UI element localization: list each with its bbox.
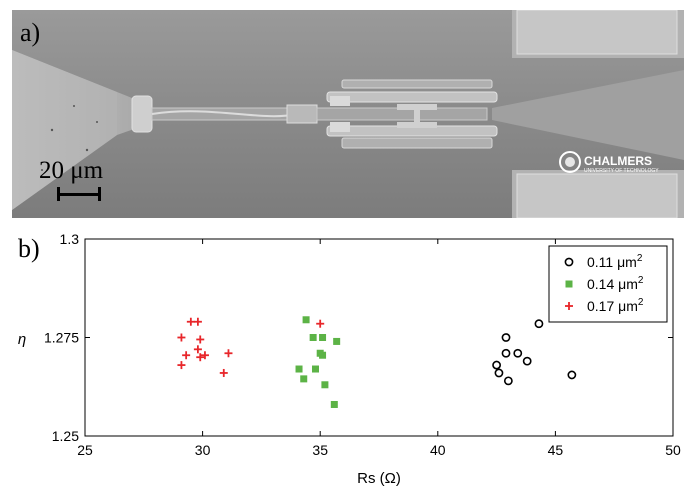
data-point-series-2: [319, 334, 327, 341]
legend-marker-3: [565, 302, 573, 310]
data-point-series-3: [316, 319, 325, 328]
data-point-series-2: [311, 365, 319, 373]
data-point-series-2: [319, 351, 327, 359]
y-tick-label: 1.3: [60, 231, 80, 247]
data-point-series-2: [302, 316, 310, 324]
x-tick-label: 45: [548, 442, 564, 458]
legend-label-3: 0.17 μm2: [587, 297, 644, 314]
data-point-series-1: [567, 370, 577, 380]
data-marks: [177, 316, 577, 408]
data-point-series-1: [534, 319, 544, 329]
logo-name: CHALMERS: [584, 154, 652, 168]
data-point-series-3: [200, 351, 209, 360]
data-point-series-1: [503, 376, 513, 386]
data-point-series-2: [321, 381, 329, 389]
data-point-series-1: [513, 348, 523, 358]
legend-box: [548, 245, 668, 323]
panel-b-label: b): [18, 234, 40, 263]
sem-micrograph: a) 20 μm CHALMERS UNIVERSITY OF TECHNOLO…: [12, 10, 684, 218]
y-tick-label: 1.275: [44, 330, 79, 346]
data-point-series-2: [330, 400, 338, 408]
x-tick-label: 50: [665, 442, 681, 458]
legend: 0.11 μm2 0.14 μm2 0.17 μm2: [548, 245, 668, 323]
legend-label-1: 0.11 μm2: [587, 253, 643, 270]
legend-marker-2: [565, 280, 573, 288]
data-point-series-1: [501, 333, 511, 342]
scale-bar: [57, 193, 101, 196]
legend-marker-1: [564, 257, 574, 267]
data-point-series-3: [177, 333, 186, 342]
logo-subtitle: UNIVERSITY OF TECHNOLOGY: [584, 168, 659, 174]
data-point-series-3: [224, 349, 233, 358]
x-tick-label: 35: [312, 442, 328, 458]
device-drawing: [12, 10, 684, 218]
data-point-series-2: [295, 365, 303, 373]
data-point-series-3: [177, 361, 186, 370]
y-axis-label: η: [18, 331, 26, 348]
data-point-series-3: [186, 317, 195, 326]
data-point-series-1: [492, 360, 501, 370]
y-tick-label: 1.25: [52, 428, 79, 444]
plot-area: [84, 238, 674, 437]
data-point-series-2: [300, 375, 308, 383]
data-point-series-2: [333, 337, 341, 345]
data-point-series-3: [196, 353, 205, 362]
data-point-series-3: [182, 351, 191, 360]
data-point-series-1: [494, 368, 504, 378]
data-point-series-1: [522, 356, 532, 366]
data-point-series-3: [193, 317, 202, 326]
data-point-series-3: [196, 335, 205, 344]
axis-ticks: 25 30 35 40 45 50 1.25 1.275 1.3: [44, 231, 681, 458]
x-tick-label: 25: [77, 442, 93, 458]
data-point-series-3: [219, 368, 228, 377]
x-axis-label: Rs (Ω): [357, 470, 401, 487]
legend-label-2: 0.14 μm2: [587, 275, 644, 292]
x-tick-label: 30: [195, 442, 211, 458]
chalmers-seal-icon: [559, 151, 581, 173]
data-point-series-2: [309, 334, 317, 341]
data-point-series-3: [193, 345, 202, 354]
data-point-series-2: [316, 349, 324, 357]
scale-bar-label: 20 μm: [39, 157, 104, 184]
x-tick-label: 40: [430, 442, 446, 458]
panel-a-label: a): [20, 18, 41, 47]
data-point-series-1: [501, 348, 511, 358]
